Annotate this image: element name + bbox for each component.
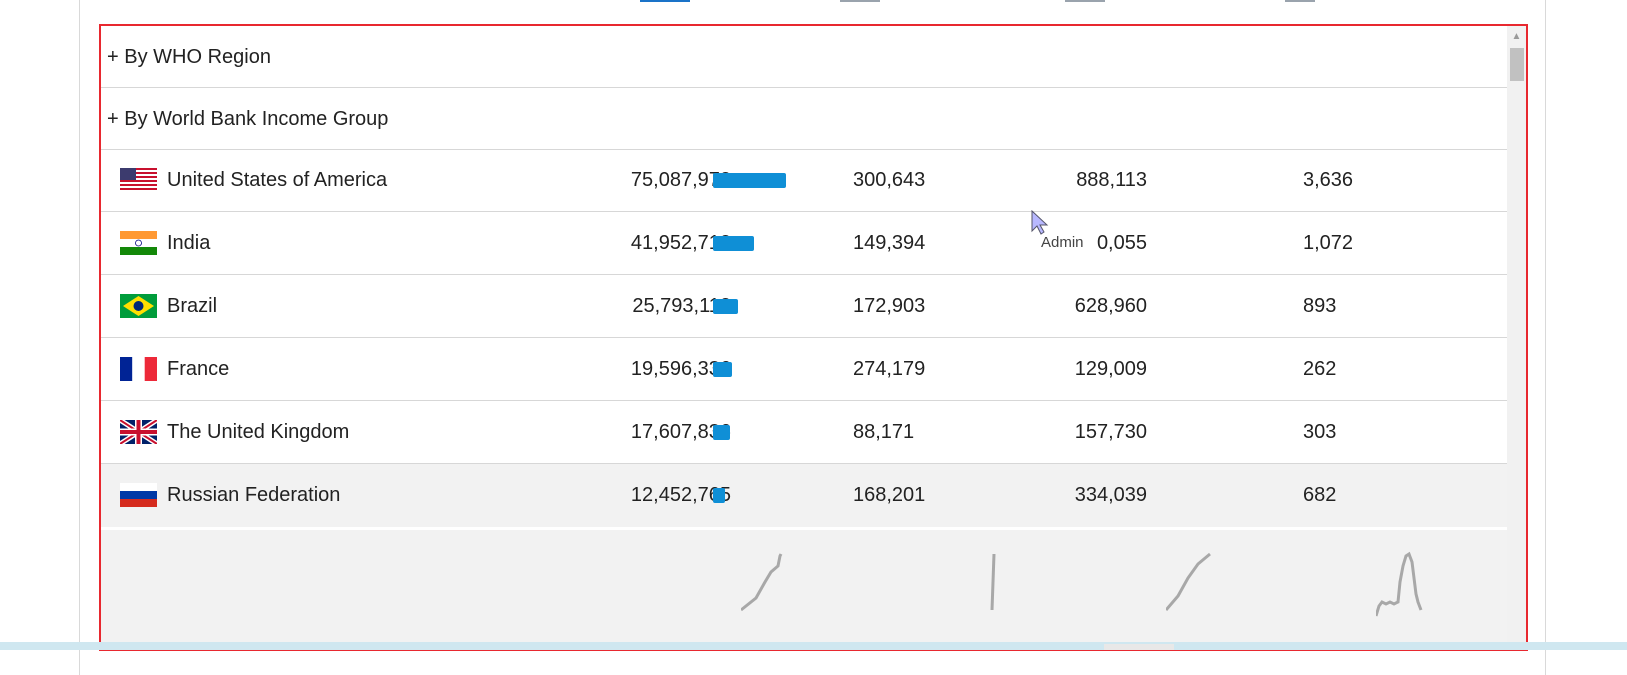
column-4-value: 303 [1303, 421, 1337, 443]
country-name: India [167, 232, 211, 254]
column-3-trend-sparkline [1166, 552, 1211, 611]
mouse-pointer-icon [1031, 210, 1049, 235]
scroll-thumb[interactable] [1510, 48, 1524, 81]
india-flag [120, 231, 157, 255]
column-4-trend-sparkline [1376, 551, 1423, 617]
country-name: Brazil [167, 295, 218, 317]
cases-value: 12,452,765 [630, 484, 731, 506]
column-4-value: 262 [1303, 358, 1337, 380]
cases-value: 41,952,712 [630, 232, 731, 254]
table-row[interactable]: Russian Federation 12,452,765 168,201 33… [101, 464, 1507, 527]
cases-value: 75,087,972 [630, 169, 731, 191]
column-3-value: 157,730 [1074, 421, 1147, 443]
bottom-band-tab [1104, 644, 1174, 650]
cases-bar [713, 299, 738, 314]
column-3-value: 334,039 [1074, 484, 1147, 506]
table-row[interactable]: The United Kingdom 17,607,836 88,171 157… [101, 401, 1507, 464]
cases-bar [713, 425, 730, 440]
column-4-value: 682 [1303, 484, 1337, 506]
country-name: France [167, 358, 230, 380]
table-row[interactable]: United States of America 75,087,972 300,… [101, 149, 1507, 212]
column-3-value: 0,055 [1096, 232, 1147, 254]
cases-value: 19,596,336 [630, 358, 731, 380]
cases-value: 17,607,836 [630, 421, 731, 443]
deaths-trend-sparkline [990, 553, 996, 611]
table-row[interactable]: Brazil 25,793,112 172,903 628,960 893 [101, 275, 1507, 338]
country-name: Russian Federation [167, 484, 341, 506]
cases-bar [713, 362, 732, 377]
us-flag [120, 168, 157, 192]
table-row[interactable]: India 41,952,712 149,394 0,055 1,072 [101, 212, 1507, 275]
column-2-value: 168,201 [853, 484, 926, 506]
bottom-band [0, 642, 1627, 650]
country-name: The United Kingdom [167, 421, 350, 443]
brazil-flag [120, 294, 157, 318]
country-name: United States of America [167, 169, 388, 191]
uk-flag [120, 420, 157, 444]
admin-tooltip: Admin [1040, 233, 1085, 253]
column-4-value: 1,072 [1303, 232, 1354, 254]
column-3-value: 129,009 [1074, 358, 1147, 380]
group-who-region[interactable]: + By WHO Region [101, 26, 1507, 88]
cases-trend-sparkline [741, 553, 783, 612]
table-row[interactable]: France 19,596,336 274,179 129,009 262 [101, 338, 1507, 401]
country-table: + By WHO Region + By World Bank Income G… [99, 24, 1528, 651]
france-flag [120, 357, 157, 381]
column-2-value: 172,903 [853, 295, 926, 317]
column-3-value: 888,113 [1076, 169, 1147, 191]
table-scrollbar[interactable]: ▲ [1507, 26, 1526, 649]
column-2-value: 274,179 [853, 358, 926, 380]
top-strip [80, 0, 1545, 4]
column-2-value: 88,171 [853, 421, 915, 443]
column-2-value: 300,643 [853, 169, 926, 191]
scroll-up-arrow-icon[interactable]: ▲ [1511, 31, 1522, 42]
page-frame [79, 0, 1546, 675]
column-2-value: 149,394 [853, 232, 926, 254]
cases-value: 25,793,112 [632, 295, 731, 317]
column-4-value: 3,636 [1303, 169, 1354, 191]
russia-flag [120, 483, 157, 507]
cases-bar [713, 488, 725, 503]
group-income-group[interactable]: + By World Bank Income Group [101, 88, 1507, 150]
cases-bar [713, 173, 786, 188]
column-3-value: 628,960 [1074, 295, 1147, 317]
column-4-value: 893 [1303, 295, 1337, 317]
row-detail-panel [101, 530, 1507, 649]
cases-bar [713, 236, 754, 251]
